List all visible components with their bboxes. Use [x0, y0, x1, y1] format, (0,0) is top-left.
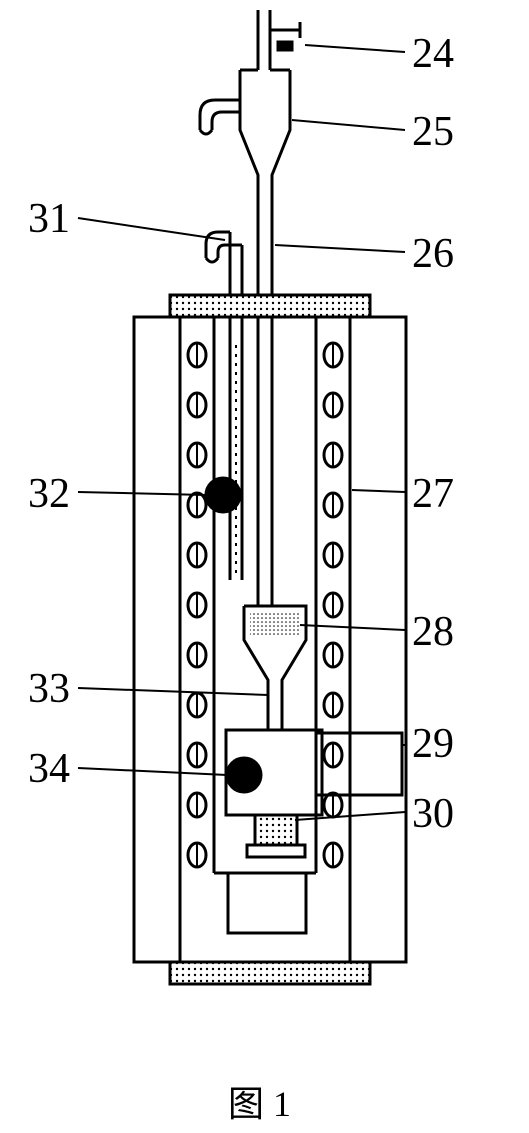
label-32: 32 — [28, 470, 70, 518]
apparatus-diagram — [0, 0, 529, 1133]
label-31: 31 — [28, 195, 70, 243]
figure-caption: 图 1 — [228, 1075, 291, 1127]
label-26: 26 — [412, 230, 454, 278]
label-29: 29 — [412, 720, 454, 768]
label-25: 25 — [412, 108, 454, 156]
label-24: 24 — [412, 30, 454, 78]
label-33: 33 — [28, 665, 70, 713]
label-28: 28 — [412, 608, 454, 656]
label-30: 30 — [412, 790, 454, 838]
label-34: 34 — [28, 745, 70, 793]
heating-coils-left — [188, 343, 206, 867]
label-27: 27 — [412, 470, 454, 518]
heating-coils-right — [324, 343, 342, 867]
